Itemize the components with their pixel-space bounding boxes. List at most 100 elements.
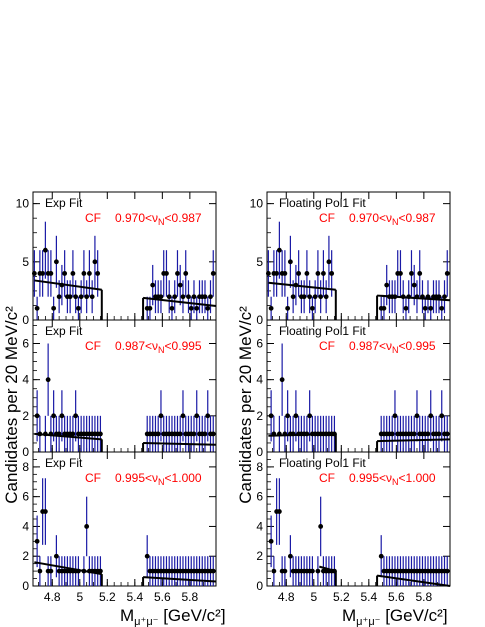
y-tick-label: 4 [256,373,263,387]
data-point [282,568,288,574]
y-tick-label: 4 [22,373,29,387]
data-point [436,294,442,300]
y-axis-label-text: Candidates per 20 MeV/c² [236,306,255,504]
data-point [208,294,213,300]
range-label: 0.987<νN<0.995 [115,339,202,355]
data-point [409,271,414,276]
data-point [276,509,282,514]
data-point [398,271,403,276]
x-axis-label-prefix: M [120,606,134,625]
data-point [42,509,48,514]
data-point [62,271,68,276]
y-axis-label-text: Candidates per 20 MeV/c² [2,306,21,504]
data-point [439,305,445,311]
x-tick-label: 5.2 [333,590,350,604]
data-point [315,271,321,276]
x-tick-label: 5.2 [99,590,116,604]
y-tick-label: 0 [256,445,263,459]
data-point [271,568,277,574]
data-point [67,294,73,300]
y-tick-label: 0 [256,313,263,327]
data-point [307,413,313,419]
data-point [48,568,54,574]
data-point [384,282,390,288]
data-point [285,413,291,419]
x-tick-label: 4.8 [44,590,61,604]
y-tick-label: 2 [256,549,263,563]
y-tick-label: 0 [256,579,263,593]
cf-label: CF [319,211,335,225]
data-point [307,294,313,300]
data-point [417,271,423,276]
x-axis-label-suffix: [GeV/c²] [380,606,447,625]
data-point [202,294,208,300]
data-point [304,271,310,276]
data-point [411,431,417,437]
fit-curve-left [34,432,102,441]
y-tick-label: 10 [16,197,30,211]
data-point [158,294,164,300]
data-point [98,431,103,437]
data-point [191,294,197,300]
data-point [84,294,90,300]
data-point [378,553,384,559]
x-tick-label: 5.6 [154,590,171,604]
data-point [155,431,161,437]
fit-curve-right [143,441,217,446]
data-point [439,413,445,419]
y-axis-label-right: Candidates per 20 MeV/c² [236,306,255,504]
y-tick-label: 2 [256,409,263,423]
y-tick-label: 0 [22,579,29,593]
data-point [205,305,211,311]
data-point [422,305,428,311]
fit-curve-right [376,574,451,587]
y-tick-label: 2 [22,409,29,423]
data-point [392,413,398,419]
data-point [150,282,156,288]
data-point [164,271,169,276]
data-point [312,294,318,300]
x-tick-label: 5 [76,590,83,604]
data-point [414,413,420,419]
data-point [175,271,180,276]
y-tick-label: 6 [256,337,263,351]
data-point [42,247,48,253]
x-tick-label: 5 [310,590,317,604]
data-point [98,568,103,574]
data-point [411,282,417,288]
data-point [70,431,76,437]
data-point [318,294,324,300]
data-point [73,413,79,419]
x-axis-label-text: Mμ⁺μ⁻ [GeV/c²] [120,606,226,627]
data-point [210,271,216,276]
data-point [34,538,40,544]
y-tick-label: 5 [22,255,29,269]
data-point [444,568,450,574]
range-label: 0.970<νN<0.987 [349,211,436,227]
data-point [321,271,326,276]
cf-label: CF [319,339,335,353]
range-label: 0.970<νN<0.987 [115,211,202,227]
y-axis-label-left: Candidates per 20 MeV/c² [2,306,21,504]
data-point [293,413,299,419]
data-point [205,413,211,419]
x-tick-label: 5.4 [126,590,143,604]
data-point [92,259,98,265]
data-point [442,294,447,300]
data-point [428,305,434,311]
data-point [37,568,43,574]
panel-title: Exp Fit [45,324,83,338]
y-tick-label: 10 [250,197,264,211]
data-point [59,413,65,419]
cf-label: CF [85,211,101,225]
panel-title: Floating Pol1 Fit [279,196,366,210]
data-point [268,413,274,419]
data-point [318,524,324,529]
data-point [282,271,288,276]
data-point [329,271,335,276]
